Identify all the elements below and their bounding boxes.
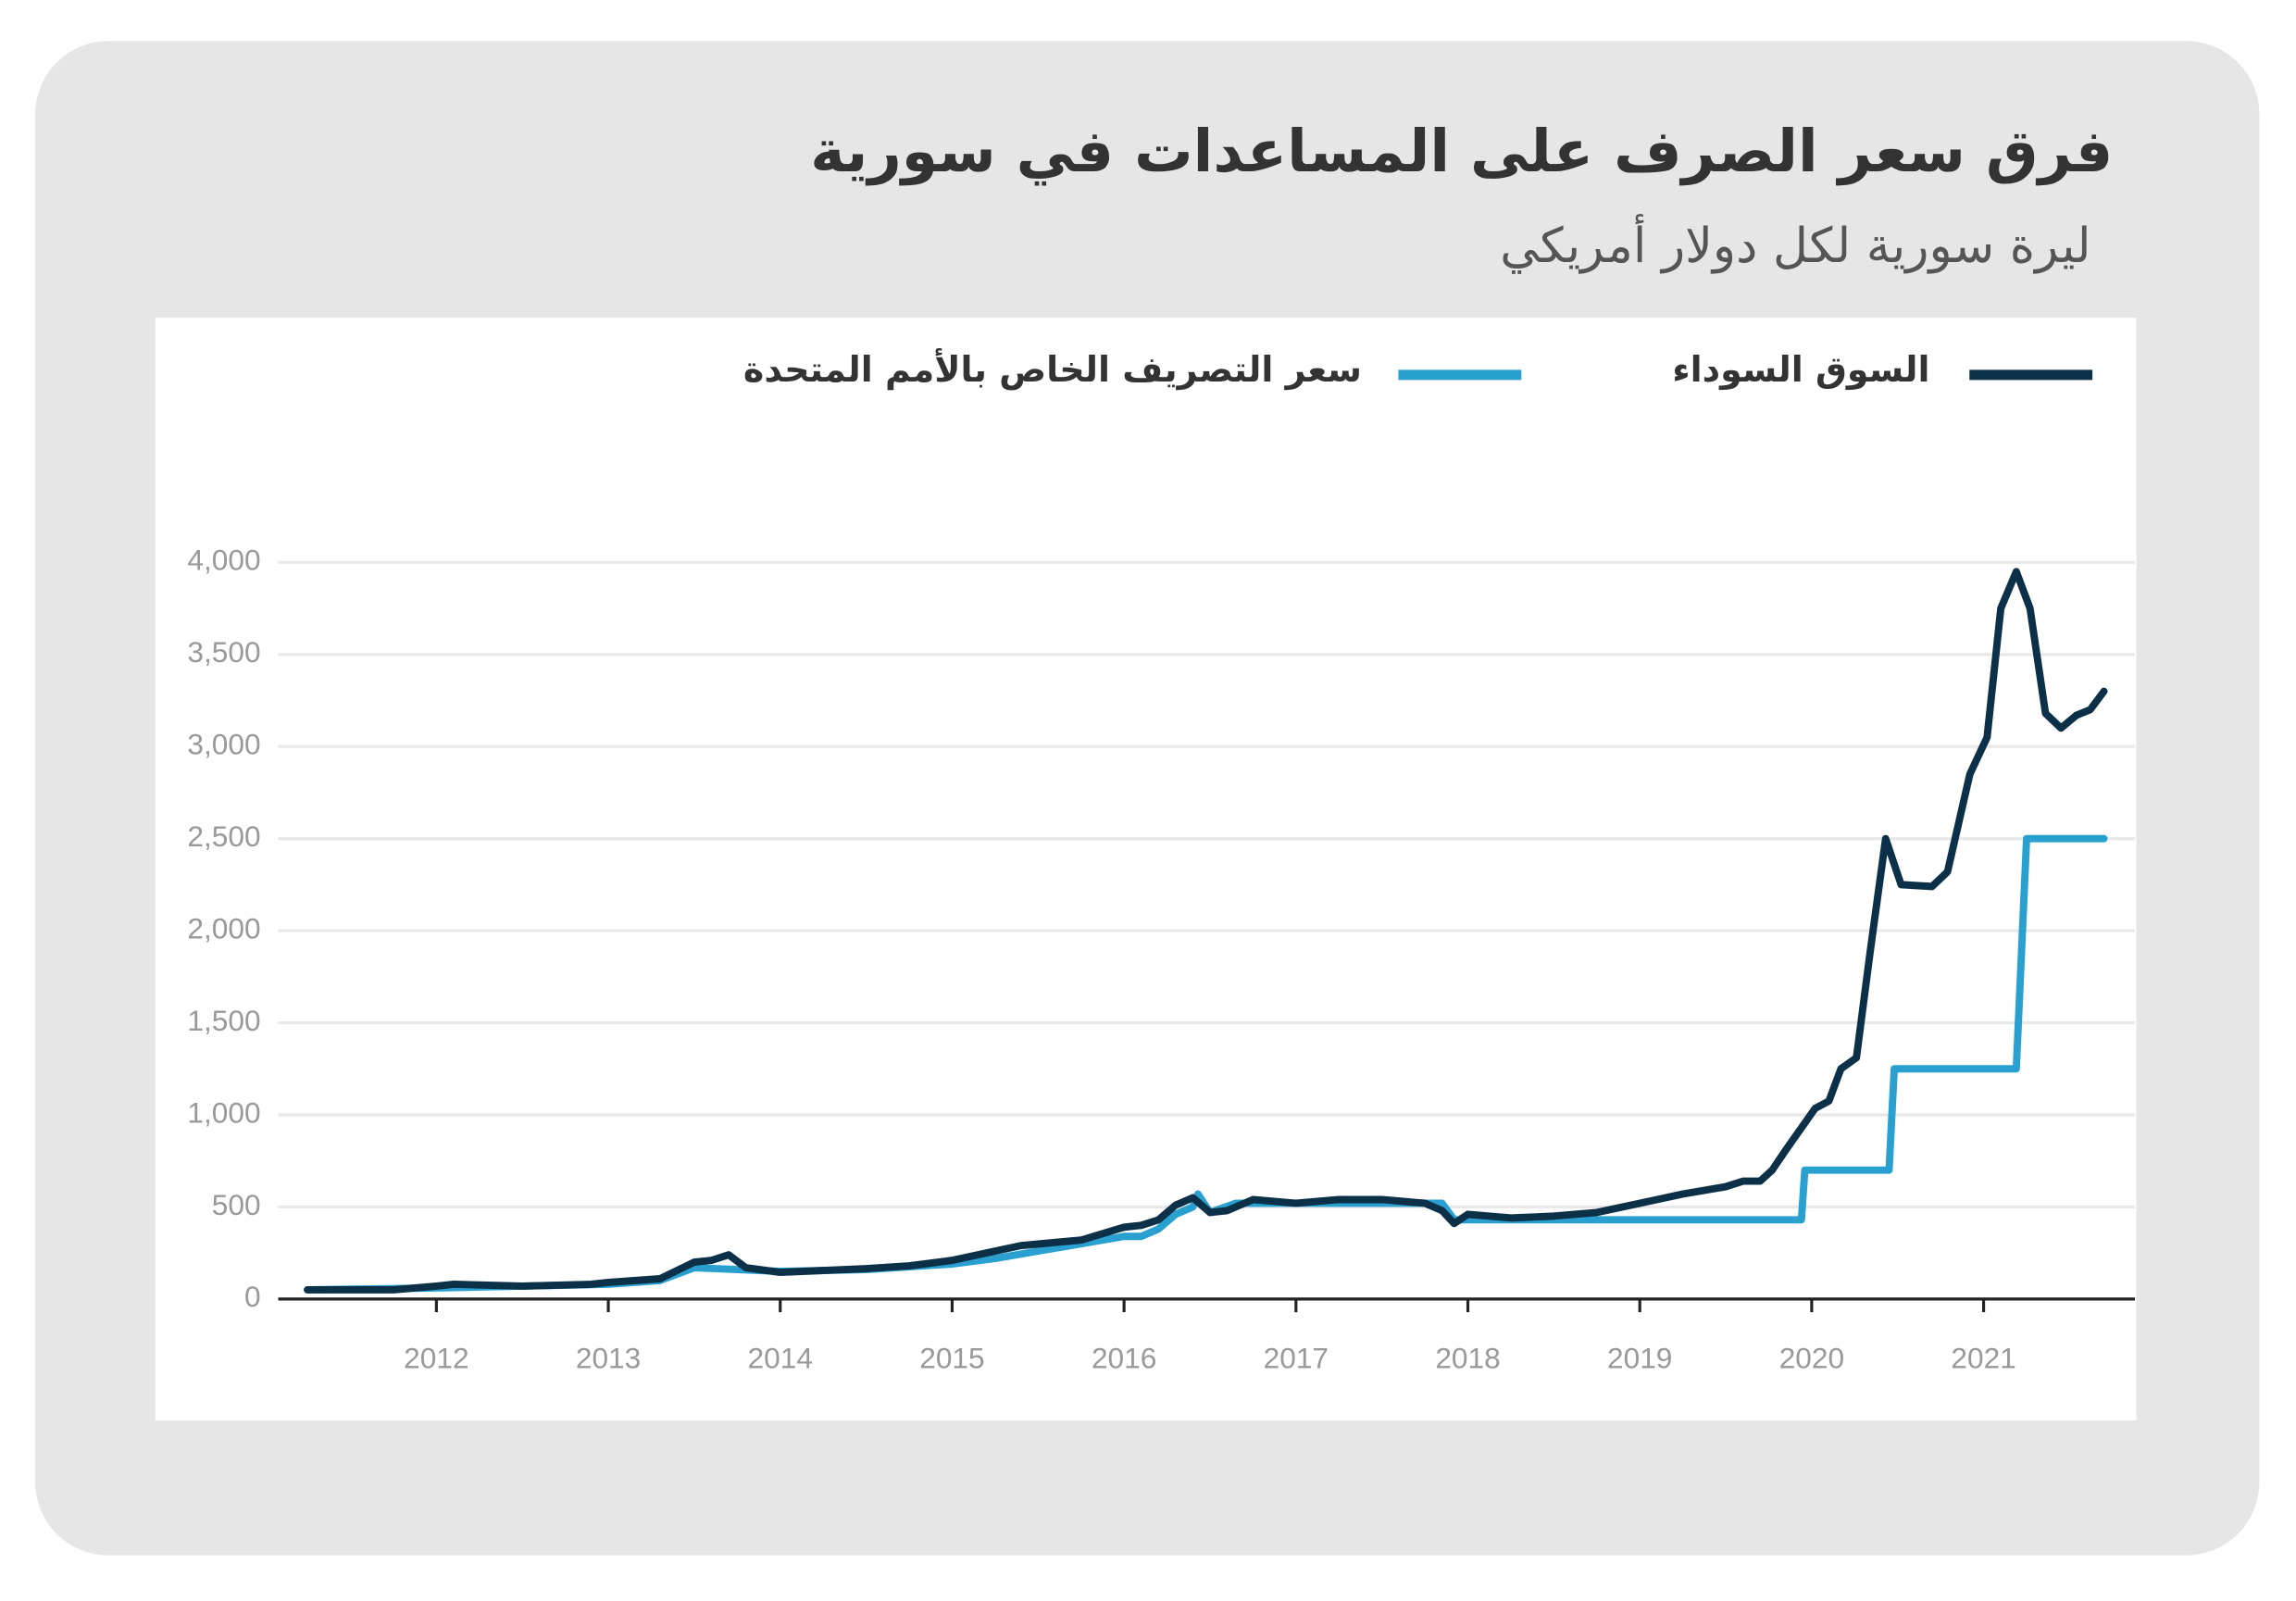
x-tick-label: 2018: [1435, 1342, 1500, 1375]
legend-label: السوق السوداء: [1672, 349, 1929, 390]
y-tick-label: 3,000: [187, 728, 260, 761]
y-tick-label: 500: [212, 1188, 261, 1221]
x-tick-label: 2017: [1264, 1342, 1329, 1375]
chart-subtitle: ليرة سورية لكل دولار أمريكي: [1500, 214, 2090, 274]
plot-panel: [155, 318, 2137, 1421]
y-tick-label: 3,500: [187, 635, 260, 669]
x-tick-label: 2014: [748, 1342, 813, 1375]
x-tick-label: 2021: [1951, 1342, 2015, 1375]
x-tick-label: 2015: [919, 1342, 984, 1375]
x-tick-label: 2020: [1779, 1342, 1844, 1375]
legend-label: سعر التصريف الخاص بالأمم المتحدة: [743, 347, 1362, 391]
x-tick-label: 2013: [576, 1342, 641, 1375]
series-line: [304, 834, 2108, 1294]
y-tick-label: 1,500: [187, 1004, 260, 1037]
y-tick-label: 1,000: [187, 1095, 260, 1129]
y-tick-label: 2,000: [187, 911, 260, 944]
x-tick-label: 2016: [1092, 1342, 1156, 1375]
series-line: [304, 568, 2108, 1294]
y-tick-label: 0: [244, 1280, 261, 1313]
y-tick-label: 4,000: [187, 544, 260, 577]
chart-title: فرق سعر الصرف على المساعدات في سورية: [810, 117, 2113, 186]
y-tick-label: 2,500: [187, 819, 260, 853]
x-tick-label: 2012: [404, 1342, 468, 1375]
x-tick-label: 2019: [1607, 1342, 1672, 1375]
